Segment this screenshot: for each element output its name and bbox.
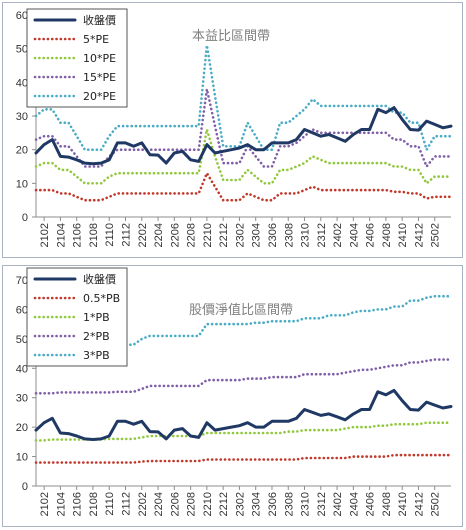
pb-legend-label-1: 0.5*PB: [83, 292, 120, 305]
pe-series-line-1: [34, 171, 453, 202]
pe-x-tick-label: 2310: [300, 223, 312, 247]
pe-x-tick-label: 2308: [283, 223, 295, 247]
pe-x-tick-label: 2102: [39, 223, 51, 247]
pe-x-tick-label: 2208: [186, 223, 198, 247]
pe-x-tick-label: 2410: [397, 223, 409, 247]
pe-legend-label-4: 20*PE: [83, 90, 116, 103]
pb-x-tick-label: 2408: [381, 492, 393, 516]
pe-y-tick-label: 60: [16, 10, 28, 22]
pe-series-line-0: [34, 106, 453, 166]
pb-x-tick-label: 2104: [55, 492, 67, 516]
pe-y-tick-label: 50: [16, 44, 28, 56]
pb-legend-label-0: 收盤價: [83, 272, 116, 286]
pe-x-tick-label: 2210: [202, 223, 214, 247]
pb-x-tick-label: 2110: [104, 492, 116, 516]
pb-legend-label-2: 1*PB: [83, 311, 110, 324]
pb-y-tick-label: 20: [16, 422, 28, 434]
pe-band-chart-panel: 0 10 20 30 40 50 60 2102 2104 2106 2108 2110 2112 220…: [2, 2, 463, 258]
pe-legend-label-1: 5*PE: [83, 33, 109, 46]
pb-x-tick-label: 2306: [267, 492, 279, 516]
pe-x-tick-label: 2204: [153, 223, 165, 247]
pb-series-line-1: [34, 453, 453, 464]
pe-x-tick-label: 2206: [169, 223, 181, 247]
pe-legend-label-0: 收盤價: [83, 13, 116, 27]
pb-x-tick-label: 2312: [316, 492, 328, 516]
pb-x-tick-label: 2410: [397, 492, 409, 516]
pb-y-tick-label: 0: [22, 481, 28, 493]
pe-x-tick-label: 2108: [88, 223, 100, 247]
pb-chart-title: 股價淨值比區間帶: [189, 302, 293, 318]
pb-x-tick-label: 2402: [332, 492, 344, 516]
pb-series-line-2: [34, 421, 453, 442]
pb-x-tick-label: 2502: [430, 492, 442, 516]
pb-x-tick-label: 2102: [39, 492, 51, 516]
pe-legend-label-3: 15*PE: [83, 71, 116, 84]
pe-x-tick-label: 2306: [267, 223, 279, 247]
pe-x-tick-label: 2106: [72, 223, 84, 247]
pb-y-tick-label: 50: [16, 334, 28, 346]
pb-x-tick-label: 2412: [413, 492, 425, 516]
pb-band-chart-panel: 0 10 20 30 40 50 60 70 2102 2104 2106 2108 2110 2112 2…: [2, 265, 463, 527]
pe-x-tick-label: 2302: [234, 223, 246, 247]
pb-x-tick-label: 2204: [153, 492, 165, 516]
pb-x-tick-label: 2106: [72, 492, 84, 516]
pb-band-chart: 0 10 20 30 40 50 60 70 2102 2104 2106 2108 2110 2112 2…: [16, 267, 453, 516]
pe-x-tick-label: 2212: [218, 223, 230, 247]
pb-y-tick-label: 70: [16, 275, 28, 287]
pe-x-tick-label: 2202: [137, 223, 149, 247]
pe-x-tick-label: 2502: [430, 223, 442, 247]
pb-y-tick-label: 30: [16, 393, 28, 405]
pe-x-tick-label: 2408: [381, 223, 393, 247]
pe-chart-title: 本益比區間帶: [192, 29, 270, 44]
pb-x-tick-label: 2210: [202, 492, 214, 516]
pe-x-tick-label: 2312: [316, 223, 328, 247]
pe-legend: 收盤價 5*PE 10*PE 15*PE 20*PE: [26, 8, 128, 108]
pe-y-tick-label: 20: [16, 145, 28, 157]
pb-x-tick-label: 2304: [251, 492, 263, 516]
pb-x-tick-label: 2112: [121, 492, 133, 516]
pb-legend: 收盤價 0.5*PB 1*PB 2*PB 3*PB: [26, 267, 128, 367]
pe-x-tick-label: 2110: [104, 223, 116, 247]
pe-x-tick-label: 2412: [413, 223, 425, 247]
pe-legend-label-2: 10*PE: [83, 52, 116, 65]
pb-x-tick-label: 2202: [137, 492, 149, 516]
pb-x-tick-label: 2404: [348, 492, 360, 516]
pb-legend-label-3: 2*PB: [83, 330, 110, 343]
pe-x-tick-label: 2304: [251, 223, 263, 247]
pb-x-tick-label: 2302: [234, 492, 246, 516]
pe-y-tick-label: 0: [22, 212, 28, 224]
pe-series-line-2: [34, 128, 453, 185]
pb-y-tick-label: 10: [16, 452, 28, 464]
pe-series-line-4: [34, 43, 453, 151]
pe-x-tick-label: 2104: [55, 223, 67, 247]
pe-y-tick-label: 10: [16, 178, 28, 190]
pb-legend-label-4: 3*PB: [83, 349, 110, 362]
pb-x-tick-label: 2308: [283, 492, 295, 516]
pb-x-tick-label: 2406: [365, 492, 377, 516]
pb-y-tick-label: 40: [16, 363, 28, 375]
pe-band-chart: 0 10 20 30 40 50 60 2102 2104 2106 2108 2110 2112 220…: [16, 8, 453, 247]
pb-x-tick-label: 2212: [218, 492, 230, 516]
pb-x-tick-label: 2206: [169, 492, 181, 516]
pe-x-tick-label: 2402: [332, 223, 344, 247]
pe-x-tick-label: 2404: [348, 223, 360, 247]
pe-x-tick-label: 2112: [121, 223, 133, 247]
pb-x-tick-label: 2310: [300, 492, 312, 516]
pb-x-tick-label: 2108: [88, 492, 100, 516]
pb-series-line-3: [34, 358, 453, 395]
pe-y-tick-label: 30: [16, 111, 28, 123]
pb-y-tick-label: 60: [16, 304, 28, 316]
pe-y-tick-label: 40: [16, 77, 28, 89]
pe-x-tick-label: 2406: [365, 223, 377, 247]
pb-x-tick-label: 2208: [186, 492, 198, 516]
pb-series-line-0: [34, 388, 453, 441]
